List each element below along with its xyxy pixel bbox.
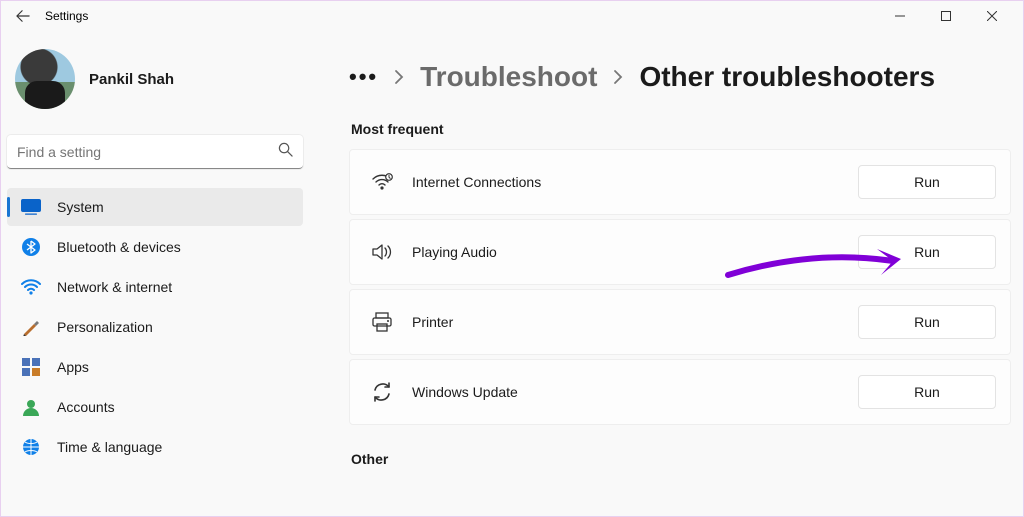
sidebar-item-label: System <box>57 199 104 215</box>
user-name: Pankil Shah <box>89 71 174 88</box>
breadcrumb-overflow[interactable]: ••• <box>349 64 378 90</box>
back-arrow-icon <box>16 9 30 23</box>
sidebar-item-label: Apps <box>57 359 89 375</box>
troubleshooter-row-internet: Internet Connections Run <box>349 149 1011 215</box>
titlebar: Settings <box>1 1 1023 31</box>
sidebar-item-personalization[interactable]: Personalization <box>7 308 303 346</box>
troubleshooter-row-printer: Printer Run <box>349 289 1011 355</box>
section-header-most-frequent: Most frequent <box>351 121 1011 137</box>
sidebar-item-label: Network & internet <box>57 279 172 295</box>
back-button[interactable] <box>9 2 37 30</box>
run-button-winupdate[interactable]: Run <box>858 375 996 409</box>
window-controls <box>877 1 1015 31</box>
breadcrumb-current: Other troubleshooters <box>639 61 935 93</box>
troubleshooter-label: Windows Update <box>412 384 518 400</box>
breadcrumb-parent[interactable]: Troubleshoot <box>420 61 597 93</box>
run-button-printer[interactable]: Run <box>858 305 996 339</box>
apps-icon <box>21 357 41 377</box>
sidebar-nav: System Bluetooth & devices Network & int… <box>1 187 309 467</box>
sidebar-item-label: Accounts <box>57 399 115 415</box>
troubleshooter-label: Printer <box>412 314 453 330</box>
personalization-icon <box>21 317 41 337</box>
profile-block[interactable]: Pankil Shah <box>1 39 309 129</box>
main-content: ••• Troubleshoot Other troubleshooters M… <box>309 31 1023 516</box>
wifi-icon <box>21 277 41 297</box>
avatar <box>15 49 75 109</box>
troubleshooter-label: Playing Audio <box>412 244 497 260</box>
sidebar-item-label: Bluetooth & devices <box>57 239 181 255</box>
troubleshooter-row-audio: Playing Audio Run <box>349 219 1011 285</box>
minimize-button[interactable] <box>877 1 923 31</box>
accounts-icon <box>21 397 41 417</box>
printer-icon <box>368 312 396 332</box>
search-container <box>7 135 303 169</box>
time-language-icon <box>21 437 41 457</box>
sidebar-item-label: Time & language <box>57 439 162 455</box>
sidebar-item-time-language[interactable]: Time & language <box>7 428 303 466</box>
internet-icon <box>368 173 396 191</box>
maximize-button[interactable] <box>923 1 969 31</box>
windows-update-icon <box>368 382 396 402</box>
sidebar-item-accounts[interactable]: Accounts <box>7 388 303 426</box>
run-button-internet[interactable]: Run <box>858 165 996 199</box>
audio-icon <box>368 243 396 261</box>
troubleshooter-row-winupdate: Windows Update Run <box>349 359 1011 425</box>
chevron-right-icon <box>613 69 623 85</box>
window-title: Settings <box>45 9 88 23</box>
section-header-other: Other <box>351 451 1011 467</box>
sidebar-item-bluetooth[interactable]: Bluetooth & devices <box>7 228 303 266</box>
sidebar-item-system[interactable]: System <box>7 188 303 226</box>
system-icon <box>21 197 41 217</box>
troubleshooter-label: Internet Connections <box>412 174 541 190</box>
chevron-right-icon <box>394 69 404 85</box>
search-icon <box>278 142 293 162</box>
close-button[interactable] <box>969 1 1015 31</box>
troubleshooter-list: Internet Connections Run Playing Audio R… <box>349 149 1011 425</box>
run-button-audio[interactable]: Run <box>858 235 996 269</box>
breadcrumb: ••• Troubleshoot Other troubleshooters <box>349 31 1011 115</box>
sidebar-item-network[interactable]: Network & internet <box>7 268 303 306</box>
bluetooth-icon <box>21 237 41 257</box>
sidebar-item-apps[interactable]: Apps <box>7 348 303 386</box>
sidebar-item-label: Personalization <box>57 319 153 335</box>
search-input[interactable] <box>7 135 303 169</box>
sidebar: Pankil Shah System Bluetooth & devices N… <box>1 31 309 516</box>
